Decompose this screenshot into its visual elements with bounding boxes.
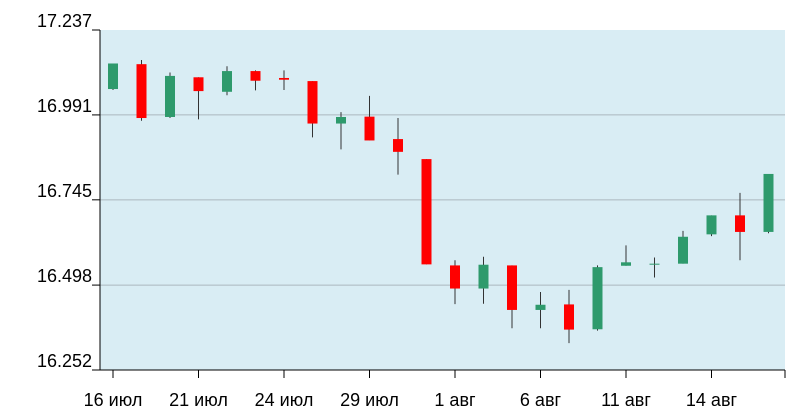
candle	[393, 118, 403, 175]
x-tick-label: 14 авг	[686, 390, 738, 410]
candle	[535, 291, 546, 329]
candle-body-down	[193, 77, 204, 92]
y-tick-label: 17.237	[37, 11, 92, 31]
x-tick-label: 1 авг	[434, 390, 476, 410]
candle-body-down	[250, 71, 261, 81]
candle-body-down	[393, 139, 403, 152]
candle	[564, 289, 574, 344]
candle-body-up	[649, 263, 660, 265]
x-tick-label: 16 июл	[84, 390, 143, 410]
candle	[279, 70, 289, 91]
y-tick-label: 16.498	[37, 266, 92, 286]
candle-body-down	[421, 159, 432, 265]
y-tick-label: 16.991	[37, 96, 92, 116]
axis-ticks: 17.237 16.991 16.745 16.498 16.252 16 июл 21 и…	[37, 11, 786, 410]
x-tick-label: 24 июл	[255, 390, 314, 410]
candle	[507, 265, 517, 329]
candle	[307, 81, 318, 138]
grid-lines	[100, 114, 785, 286]
candle-body-down	[307, 81, 318, 124]
x-tick-label: 6 авг	[520, 390, 562, 410]
candle-body-down	[136, 64, 147, 119]
candle	[193, 77, 204, 120]
candle	[364, 95, 375, 141]
candle	[763, 173, 774, 234]
y-tick-label: 16.252	[37, 351, 92, 371]
candle	[250, 70, 261, 91]
candle	[165, 72, 175, 119]
candle-body-down	[735, 215, 745, 232]
candle	[450, 260, 460, 305]
candle	[336, 112, 346, 150]
candle	[108, 63, 118, 91]
candle-body-up	[621, 262, 631, 266]
candle	[735, 192, 745, 261]
candle-body-up	[592, 267, 603, 330]
candle-body-down	[507, 265, 517, 310]
x-tick-label: 21 июл	[169, 390, 228, 410]
candle-body-down	[450, 265, 460, 289]
candle-body-up	[478, 264, 489, 289]
candle	[222, 66, 232, 96]
candle-body-up	[706, 215, 717, 235]
candle-body-up	[763, 173, 774, 232]
candle-body-up	[222, 71, 232, 92]
candle	[421, 159, 432, 265]
y-tick-label: 16.745	[37, 181, 92, 201]
candle-body-up	[678, 236, 688, 264]
x-tick-label: 29 июл	[340, 390, 399, 410]
x-tick-label: 11 авг	[601, 390, 651, 410]
candle	[621, 245, 631, 266]
candle-body-up	[336, 116, 346, 124]
candle	[706, 215, 717, 237]
candles	[108, 60, 774, 344]
candle	[649, 257, 660, 278]
candle	[478, 256, 489, 304]
candle-body-up	[165, 75, 175, 117]
candle-body-up	[108, 63, 118, 90]
candle-body-down	[279, 77, 289, 80]
candle-body-down	[364, 116, 375, 141]
candle	[136, 60, 147, 121]
candle-body-up	[535, 304, 546, 310]
candle-body-down	[564, 304, 574, 330]
candle	[592, 265, 603, 331]
candle	[678, 230, 688, 264]
